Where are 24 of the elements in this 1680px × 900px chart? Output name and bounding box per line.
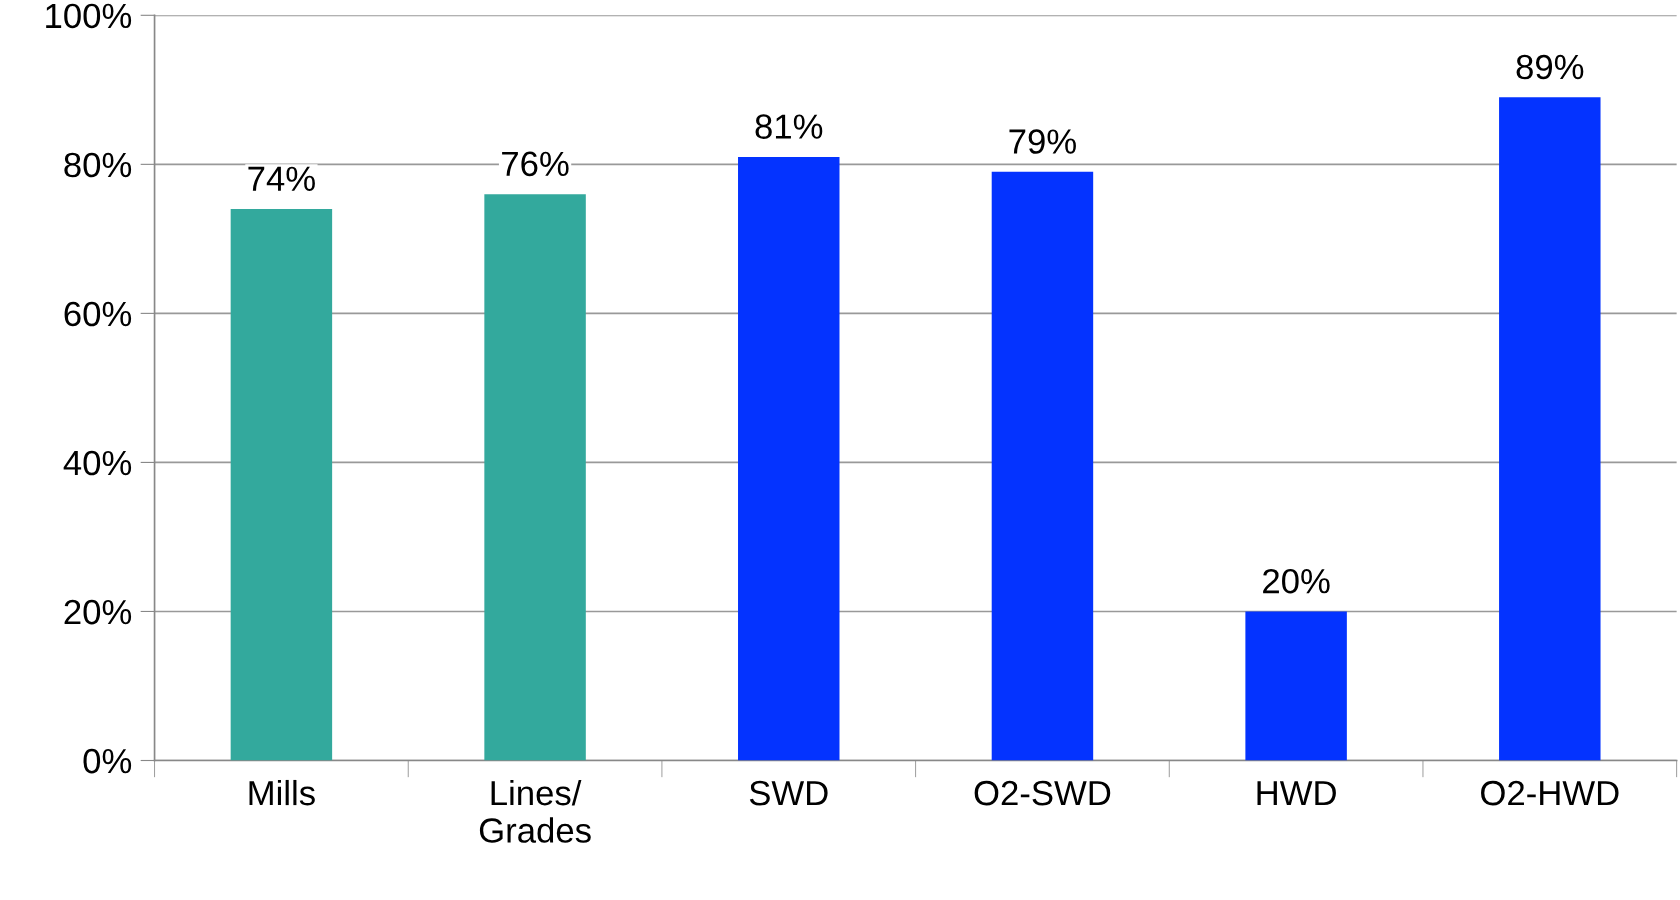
bar bbox=[1499, 97, 1601, 761]
x-tick-label: SWD bbox=[749, 780, 828, 806]
bar bbox=[230, 209, 333, 761]
bar bbox=[1245, 611, 1347, 761]
x-tick-label: O2-SWD bbox=[974, 780, 1111, 806]
bar bbox=[991, 171, 1094, 761]
y-tick-label: 0% bbox=[83, 748, 132, 774]
y-tick-label: 80% bbox=[64, 152, 132, 178]
data-label: 89% bbox=[1516, 54, 1584, 80]
data-label: 81% bbox=[755, 114, 823, 139]
bar bbox=[484, 194, 586, 761]
x-tick-label: O2-HWD bbox=[1481, 780, 1619, 806]
y-tick-label: 100% bbox=[46, 3, 132, 29]
data-label: 20% bbox=[1263, 568, 1330, 594]
x-tick-label: Lines/ Grades bbox=[479, 779, 591, 843]
data-label: 76% bbox=[502, 151, 569, 177]
bar bbox=[738, 156, 840, 761]
x-tick-label: Mills bbox=[249, 779, 315, 806]
y-tick-label: 60% bbox=[64, 301, 132, 327]
data-label: 74% bbox=[248, 166, 315, 191]
data-label: 79% bbox=[1009, 129, 1076, 154]
y-tick-label: 20% bbox=[64, 599, 132, 625]
x-tick-label: HWD bbox=[1257, 781, 1336, 806]
y-tick-label: 40% bbox=[63, 450, 132, 476]
